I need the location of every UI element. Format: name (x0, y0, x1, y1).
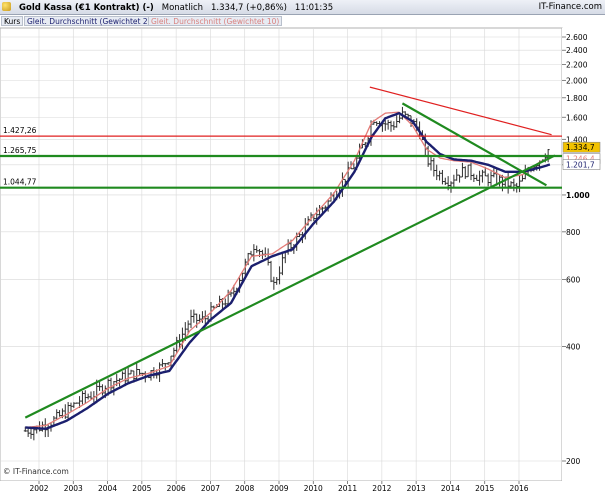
time-label: 11:01:35 (294, 3, 334, 13)
x-tick-label: 2016 (509, 484, 528, 493)
y-tick-label: 400 (566, 342, 581, 351)
y-tick-label: 1.800 (566, 94, 588, 103)
title-bar: Gold Kassa (€1 Kontrakt) (-) Monatlich 1.3… (0, 0, 605, 15)
x-tick-label: 2006 (167, 484, 186, 493)
trend-line (24, 154, 556, 419)
last-price-label-box (562, 141, 601, 153)
legend-sma10[interactable]: Gleit. Durchschnitt (Gewichtet 10) (148, 16, 283, 26)
sma20-line (25, 111, 551, 430)
x-tick-label: 2012 (372, 484, 391, 493)
horizontal-line-label: 1.427,26 (3, 126, 37, 135)
x-tick-label: 2004 (98, 484, 117, 493)
sma10-line (25, 111, 551, 429)
y-tick-label: 200 (566, 457, 581, 466)
x-axis-area (0, 481, 605, 494)
y-tick-label: 1.000 (566, 191, 590, 200)
y-tick-label: 800 (566, 228, 581, 237)
horizontal-line-label: 1.044,77 (3, 178, 37, 187)
x-tick-label: 2008 (235, 484, 254, 493)
x-tick-label: 2009 (269, 484, 288, 493)
y-tick-label: 600 (566, 275, 581, 284)
x-tick-label: 2007 (201, 484, 220, 493)
y-tick-label: 2.400 (566, 46, 588, 55)
trend-line (401, 102, 547, 187)
y-tick-label: 2.000 (566, 76, 588, 85)
x-tick-label: 2013 (407, 484, 426, 493)
quote-label: 1.334,7 (+0,86%) (211, 3, 287, 13)
x-tick-label: 2005 (132, 484, 151, 493)
sma20-value-label: 1.201,7 (566, 161, 595, 170)
x-tick-label: 2010 (304, 484, 323, 493)
sma10-value-label: 1.246,4 (566, 155, 595, 164)
x-tick-label: 2003 (64, 484, 83, 493)
legend-kurs[interactable]: Kurs (1, 16, 24, 26)
y-tick-label: 2.600 (566, 33, 588, 42)
y-tick-label: 1.400 (566, 135, 588, 144)
sma20-value-label-box (562, 159, 601, 170)
x-tick-label: 2014 (441, 484, 460, 493)
horizontal-line-label: 1.265,75 (3, 146, 37, 155)
interval-label[interactable]: Monatlich (161, 3, 204, 13)
y-tick-label: 1.600 (566, 113, 588, 122)
x-tick-label: 2015 (475, 484, 494, 493)
last-price-label: 1.334,7 (566, 143, 595, 152)
y-tick-label: 2.200 (566, 61, 588, 70)
gold-icon (2, 2, 11, 11)
title-info: Gold Kassa (€1 Kontrakt) (-) Monatlich 1.3… (2, 2, 341, 13)
x-tick-label: 2011 (338, 484, 357, 493)
copyright-label: © IT-Finance.com (3, 467, 69, 476)
x-tick-label: 2002 (29, 484, 48, 493)
y-axis-area (562, 28, 605, 481)
plot-layer (0, 86, 562, 441)
brand-label: IT-Finance.com (538, 2, 602, 12)
instrument-name: Gold Kassa (€1 Kontrakt) (-) (19, 3, 154, 13)
legend-bar: Kurs Gleit. Durchschnitt (Gewichtet 20) … (0, 15, 605, 27)
trend-line (369, 86, 552, 136)
